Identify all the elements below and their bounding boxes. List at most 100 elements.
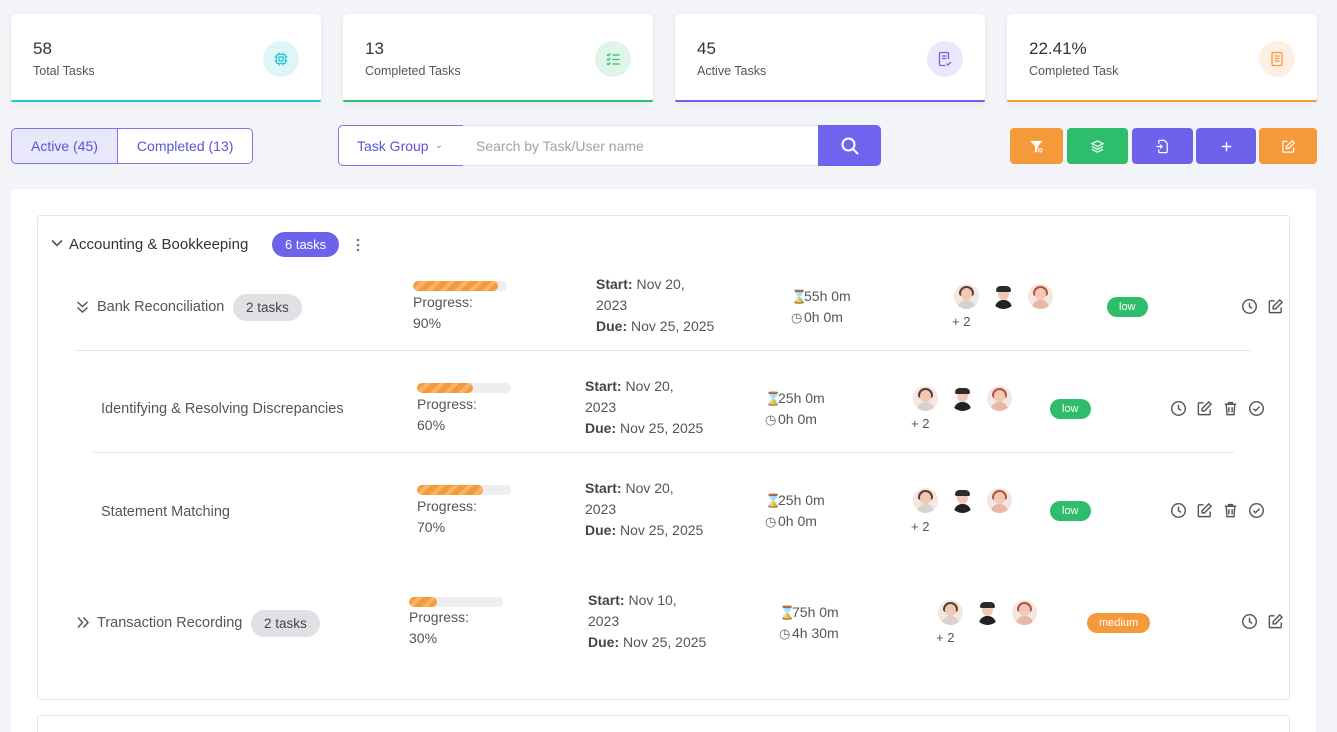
clear-filter-button[interactable] — [1010, 128, 1063, 164]
search-button[interactable] — [818, 125, 881, 166]
task-dates: Start: Nov 20, 2023 Due: Nov 25, 2025 — [585, 480, 704, 538]
avatar — [1012, 600, 1037, 625]
progress-text: Progress: 70% — [417, 498, 477, 535]
hourglass-icon: ⌛ — [791, 289, 808, 304]
task-times: ⌛75h 0m ◷ 4h 30m — [779, 602, 839, 644]
row-actions — [1170, 400, 1265, 417]
priority-badge: low — [1107, 297, 1148, 317]
add-button[interactable] — [1196, 128, 1256, 164]
stat-value: 58 — [33, 39, 52, 58]
status-tabs: Active (45) Completed (13) — [11, 128, 254, 164]
task-group-select[interactable]: Task Group ⌄ — [338, 125, 464, 166]
tab-active[interactable]: Active (45) — [12, 129, 118, 163]
more-assignees[interactable]: + 2 — [911, 519, 930, 534]
more-assignees[interactable]: + 2 — [911, 416, 930, 431]
stat-label: Completed Task — [1029, 64, 1119, 78]
progress-text: Progress: 90% — [413, 294, 473, 331]
avatar — [938, 600, 963, 625]
card-accent-bar — [11, 100, 321, 102]
task-group-card — [37, 215, 1290, 700]
more-vertical-icon[interactable] — [355, 237, 361, 258]
avatar — [987, 386, 1012, 411]
hourglass-icon: ⌛ — [779, 605, 796, 620]
file-import-icon — [1156, 139, 1168, 153]
chevron-down-icon: ⌄ — [434, 140, 443, 151]
progress-bar — [417, 383, 511, 393]
more-assignees[interactable]: + 2 — [952, 314, 971, 329]
assignee-avatars[interactable] — [913, 386, 1012, 411]
layers-icon — [1090, 139, 1105, 153]
chevron-down-icon[interactable] — [50, 236, 64, 253]
more-assignees[interactable]: + 2 — [936, 630, 955, 645]
task-dates: Start: Nov 20, 2023 Due: Nov 25, 2025 — [585, 378, 704, 436]
edit-icon[interactable] — [1267, 613, 1284, 630]
task-group-label: Task Group — [357, 137, 429, 154]
avatar — [991, 284, 1016, 309]
stat-label: Completed Tasks — [365, 64, 461, 78]
import-button[interactable] — [1132, 128, 1193, 164]
assignee-avatars[interactable] — [954, 284, 1053, 309]
avatar — [950, 488, 975, 513]
avatar — [954, 284, 979, 309]
clock-icon[interactable] — [1241, 613, 1258, 630]
group-title[interactable]: Accounting & Bookkeeping — [69, 236, 249, 253]
stat-label: Total Tasks — [33, 64, 95, 78]
task-name[interactable]: Transaction Recording — [97, 615, 243, 631]
assignee-avatars[interactable] — [938, 600, 1037, 625]
card-accent-bar — [1007, 100, 1317, 102]
check-circle-icon[interactable] — [1248, 400, 1265, 417]
group-task-count: 6 tasks — [272, 232, 340, 257]
progress-bar — [409, 597, 503, 607]
progress-bar — [417, 485, 511, 495]
subtask-count: 2 tasks — [251, 610, 320, 637]
chevrons-right-icon[interactable] — [76, 616, 90, 634]
hourglass-icon: ⌛ — [765, 493, 782, 508]
task-dates: Start: Nov 10, 2023 Due: Nov 25, 2025 — [588, 592, 707, 650]
avatar — [913, 386, 938, 411]
trash-icon[interactable] — [1222, 400, 1239, 417]
task-times: ⌛25h 0m ◷ 0h 0m — [765, 490, 825, 532]
task-times: ⌛55h 0m ◷ 0h 0m — [791, 286, 851, 328]
card-accent-bar — [675, 100, 985, 102]
task-times: ⌛25h 0m ◷ 0h 0m — [765, 388, 825, 430]
task-name[interactable]: Bank Reconciliation — [97, 299, 225, 315]
check-circle-icon[interactable] — [1248, 502, 1265, 519]
search-input[interactable] — [463, 125, 819, 166]
clock-icon[interactable] — [1170, 502, 1187, 519]
avatar — [1028, 284, 1053, 309]
avatar — [913, 488, 938, 513]
chevrons-down-icon[interactable] — [76, 300, 89, 319]
task-name[interactable]: Statement Matching — [101, 504, 230, 520]
stat-value: 45 — [697, 39, 716, 58]
stat-card-percent: 22.41% Completed Task — [1007, 14, 1317, 102]
clock-icon: ◷ — [765, 514, 777, 529]
clock-icon[interactable] — [1170, 400, 1187, 417]
task-dates: Start: Nov 20, 2023 Due: Nov 25, 2025 — [596, 276, 715, 334]
search-icon — [841, 137, 859, 155]
assignee-avatars[interactable] — [913, 488, 1012, 513]
filter-x-icon — [1030, 140, 1044, 154]
subtask-count: 2 tasks — [233, 294, 302, 321]
progress-text: Progress: 60% — [417, 396, 477, 433]
task-name[interactable]: Identifying & Resolving Discrepancies — [101, 401, 344, 417]
stat-value: 22.41% — [1029, 39, 1087, 58]
tab-completed[interactable]: Completed (13) — [117, 129, 253, 163]
avatar — [950, 386, 975, 411]
clock-icon: ◷ — [765, 412, 777, 427]
task-group-card-next — [37, 715, 1290, 732]
edit-icon[interactable] — [1267, 298, 1284, 315]
edit-icon[interactable] — [1196, 400, 1213, 417]
trash-icon[interactable] — [1222, 502, 1239, 519]
hourglass-icon: ⌛ — [765, 391, 782, 406]
progress-bar — [413, 281, 507, 291]
checklist-icon — [595, 41, 631, 77]
priority-badge: low — [1050, 501, 1091, 521]
layers-button[interactable] — [1067, 128, 1128, 164]
priority-badge: low — [1050, 399, 1091, 419]
edit-icon[interactable] — [1196, 502, 1213, 519]
card-accent-bar — [343, 100, 653, 102]
row-divider — [93, 452, 1234, 453]
edit-button[interactable] — [1259, 128, 1317, 164]
clock-icon[interactable] — [1241, 298, 1258, 315]
stat-card-total: 58 Total Tasks — [11, 14, 321, 102]
